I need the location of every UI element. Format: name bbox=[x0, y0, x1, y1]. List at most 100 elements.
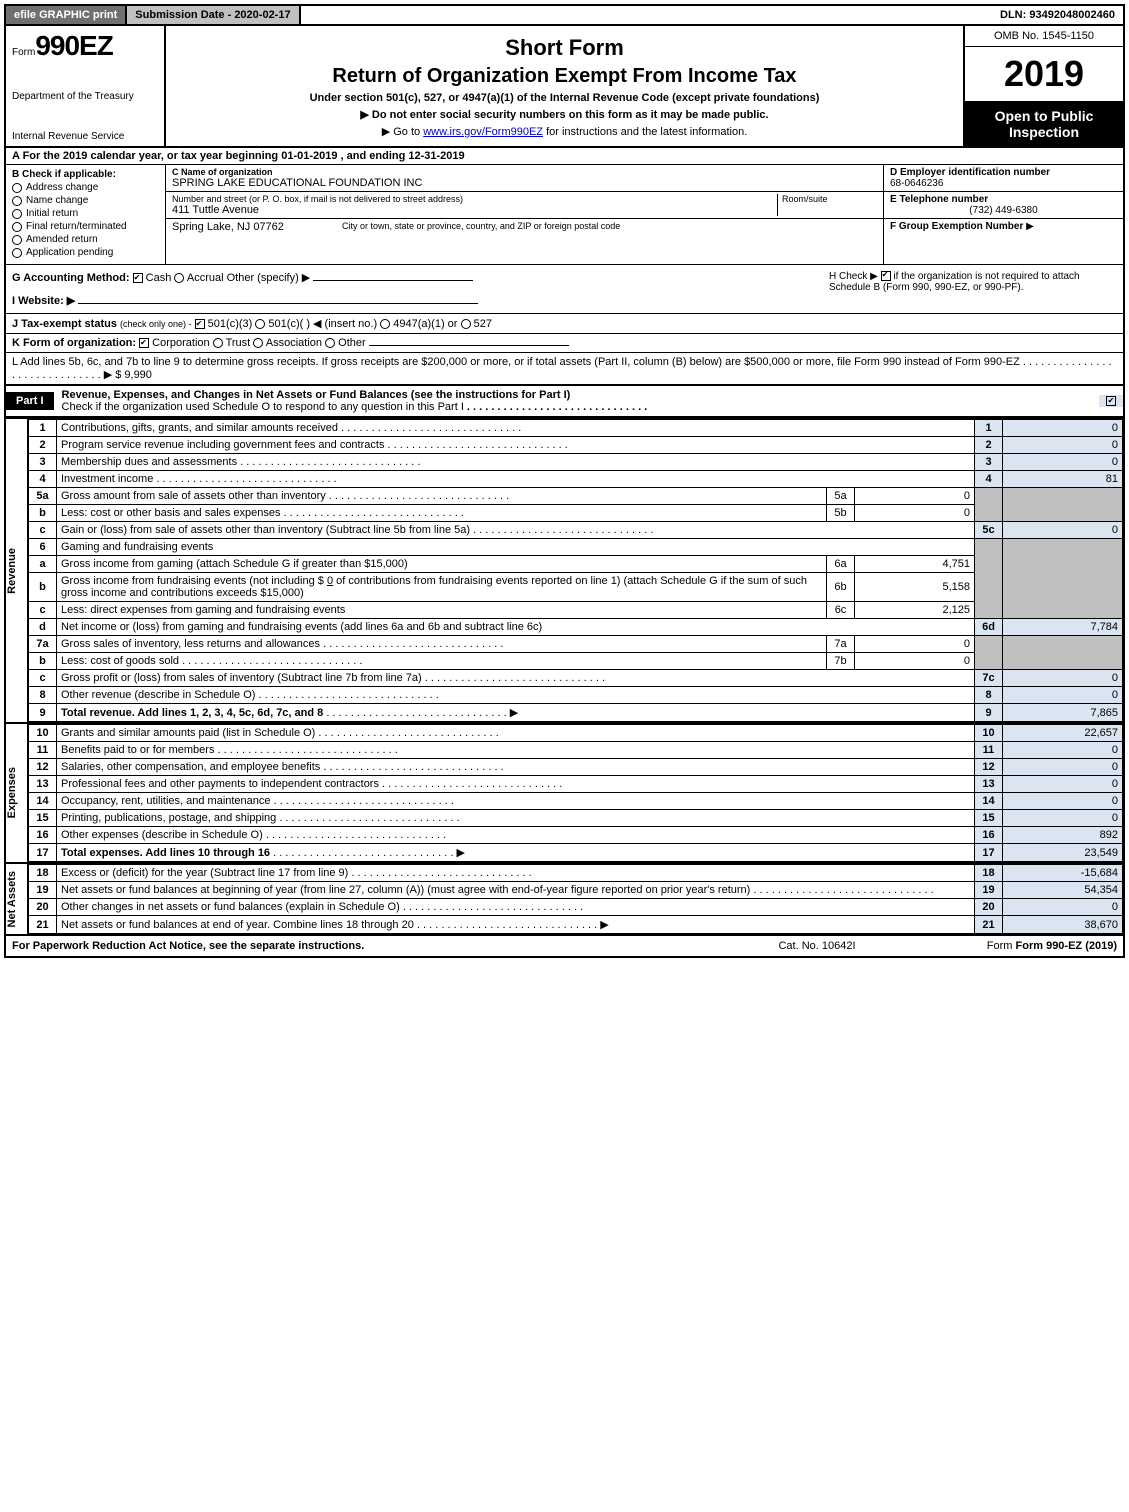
line-15-desc: Printing, publications, postage, and shi… bbox=[61, 812, 276, 824]
line-6d-no: d bbox=[29, 619, 57, 636]
chk-final-return[interactable]: Final return/terminated bbox=[12, 221, 159, 232]
chk-address-change[interactable]: Address change bbox=[12, 182, 159, 193]
chk-initial-return[interactable]: Initial return bbox=[12, 208, 159, 219]
line-7b-subno: 7b bbox=[827, 653, 855, 670]
line-6a-desc: Gross income from gaming (attach Schedul… bbox=[61, 558, 408, 570]
line-2-val: 0 bbox=[1003, 437, 1123, 454]
line-a-end: 12-31-2019 bbox=[408, 150, 464, 162]
row-i: I Website: ▶ bbox=[12, 294, 817, 307]
chk-association[interactable] bbox=[253, 338, 263, 348]
form-header: Form990EZ Department of the Treasury Int… bbox=[6, 26, 1123, 148]
chk-4947-label: 4947(a)(1) or bbox=[393, 318, 457, 330]
row-j-label: J Tax-exempt status bbox=[12, 318, 120, 330]
line-8-num: 8 bbox=[975, 687, 1003, 704]
part1-checkbox[interactable] bbox=[1106, 396, 1116, 406]
box-e-value: (732) 449-6380 bbox=[890, 205, 1117, 216]
line-14-desc: Occupancy, rent, utilities, and maintena… bbox=[61, 795, 271, 807]
box-def: D Employer identification number 68-0646… bbox=[883, 165, 1123, 264]
line-18-desc: Excess or (deficit) for the year (Subtra… bbox=[61, 867, 348, 879]
irs-link[interactable]: www.irs.gov/Form990EZ bbox=[423, 126, 543, 138]
box-e-label: E Telephone number bbox=[890, 194, 1117, 205]
chk-name-change[interactable]: Name change bbox=[12, 195, 159, 206]
chk-application-pending[interactable]: Application pending bbox=[12, 247, 159, 258]
line-17: 17Total expenses. Add lines 10 through 1… bbox=[29, 844, 1123, 862]
chk-amended-return-label: Amended return bbox=[26, 234, 98, 245]
row-j-small: (check only one) - bbox=[120, 319, 192, 329]
line-1-num: 1 bbox=[975, 420, 1003, 437]
row-h: H Check ▶ if the organization is not req… bbox=[823, 265, 1123, 313]
line-16-desc: Other expenses (describe in Schedule O) bbox=[61, 829, 263, 841]
line-20: 20Other changes in net assets or fund ba… bbox=[29, 899, 1123, 916]
line-4-num: 4 bbox=[975, 471, 1003, 488]
line-4: 4Investment income481 bbox=[29, 471, 1123, 488]
chk-corporation[interactable] bbox=[139, 338, 149, 348]
chk-schedule-b[interactable] bbox=[881, 271, 891, 281]
line-6-no: 6 bbox=[29, 539, 57, 556]
line-1-no: 1 bbox=[29, 420, 57, 437]
chk-trust[interactable] bbox=[213, 338, 223, 348]
chk-name-change-label: Name change bbox=[26, 195, 88, 206]
chk-initial-return-label: Initial return bbox=[26, 208, 78, 219]
line-7c-desc: Gross profit or (loss) from sales of inv… bbox=[61, 672, 422, 684]
line-7b-desc: Less: cost of goods sold bbox=[61, 655, 179, 667]
efile-print-button[interactable]: efile GRAPHIC print bbox=[6, 6, 127, 24]
line-8-val: 0 bbox=[1003, 687, 1123, 704]
note-goto-post: for instructions and the latest informat… bbox=[543, 126, 747, 138]
chk-501c3[interactable] bbox=[195, 319, 205, 329]
line-a: A For the 2019 calendar year, or tax yea… bbox=[6, 148, 1123, 165]
line-10-val: 22,657 bbox=[1003, 725, 1123, 742]
chk-527[interactable] bbox=[461, 319, 471, 329]
line-5b-subno: 5b bbox=[827, 505, 855, 522]
row-g-label: G Accounting Method: bbox=[12, 272, 130, 284]
line-12-no: 12 bbox=[29, 759, 57, 776]
submission-date: Submission Date - 2020-02-17 bbox=[127, 6, 300, 24]
form-prefix: Form bbox=[12, 47, 35, 58]
org-name-value: SPRING LAKE EDUCATIONAL FOUNDATION INC bbox=[172, 177, 877, 189]
row-l-text: L Add lines 5b, 6c, and 7b to line 9 to … bbox=[12, 356, 1020, 368]
line-16: 16 Other expenses (describe in Schedule O… bbox=[29, 827, 1123, 844]
line-3: 3Membership dues and assessments30 bbox=[29, 454, 1123, 471]
line-12-val: 0 bbox=[1003, 759, 1123, 776]
chk-4947[interactable] bbox=[380, 319, 390, 329]
line-4-no: 4 bbox=[29, 471, 57, 488]
topbar-spacer bbox=[301, 6, 992, 24]
line-6a-subno: 6a bbox=[827, 556, 855, 573]
line-14-no: 14 bbox=[29, 793, 57, 810]
chk-501c[interactable] bbox=[255, 319, 265, 329]
title-short-form: Short Form bbox=[172, 35, 957, 61]
line-20-no: 20 bbox=[29, 899, 57, 916]
row-l-amount: ▶ $ 9,990 bbox=[104, 369, 152, 381]
org-city-label: City or town, state or province, country… bbox=[332, 221, 877, 233]
title-return: Return of Organization Exempt From Incom… bbox=[172, 65, 957, 88]
line-5b-desc: Less: cost or other basis and sales expe… bbox=[61, 507, 281, 519]
line-6b-desc-pre: Gross income from fundraising events (no… bbox=[61, 575, 327, 587]
box-d: D Employer identification number 68-0646… bbox=[884, 165, 1123, 192]
org-name-label: C Name of organization bbox=[172, 167, 877, 177]
part1-check-text: Check if the organization used Schedule … bbox=[62, 401, 464, 413]
line-17-val: 23,549 bbox=[1003, 844, 1123, 862]
line-5c: cGain or (loss) from sale of assets othe… bbox=[29, 522, 1123, 539]
line-10-desc: Grants and similar amounts paid (list in… bbox=[61, 727, 315, 739]
revenue-vlabel: Revenue bbox=[6, 548, 27, 594]
line-12-desc: Salaries, other compensation, and employ… bbox=[61, 761, 320, 773]
chk-other-org[interactable] bbox=[325, 338, 335, 348]
expenses-vlabel: Expenses bbox=[6, 767, 27, 818]
line-9-num: 9 bbox=[975, 704, 1003, 722]
line-16-num: 16 bbox=[975, 827, 1003, 844]
line-5a-desc: Gross amount from sale of assets other t… bbox=[61, 490, 326, 502]
chk-cash[interactable] bbox=[133, 273, 143, 283]
netassets-section: Net Assets 18Excess or (deficit) for the… bbox=[6, 862, 1123, 934]
line-2: 2Program service revenue including gover… bbox=[29, 437, 1123, 454]
line-13-num: 13 bbox=[975, 776, 1003, 793]
dln: DLN: 93492048002460 bbox=[992, 6, 1123, 24]
org-addr-row: Number and street (or P. O. box, if mail… bbox=[166, 192, 883, 219]
line-15-val: 0 bbox=[1003, 810, 1123, 827]
chk-accrual[interactable] bbox=[174, 273, 184, 283]
line-6c-subval: 2,125 bbox=[855, 602, 975, 619]
line-5c-num: 5c bbox=[975, 522, 1003, 539]
form-container: efile GRAPHIC print Submission Date - 20… bbox=[4, 4, 1125, 958]
netassets-vlabel: Net Assets bbox=[6, 871, 27, 927]
box-b: B Check if applicable: Address change Na… bbox=[6, 165, 166, 264]
line-6-desc: Gaming and fundraising events bbox=[57, 539, 975, 556]
chk-amended-return[interactable]: Amended return bbox=[12, 234, 159, 245]
